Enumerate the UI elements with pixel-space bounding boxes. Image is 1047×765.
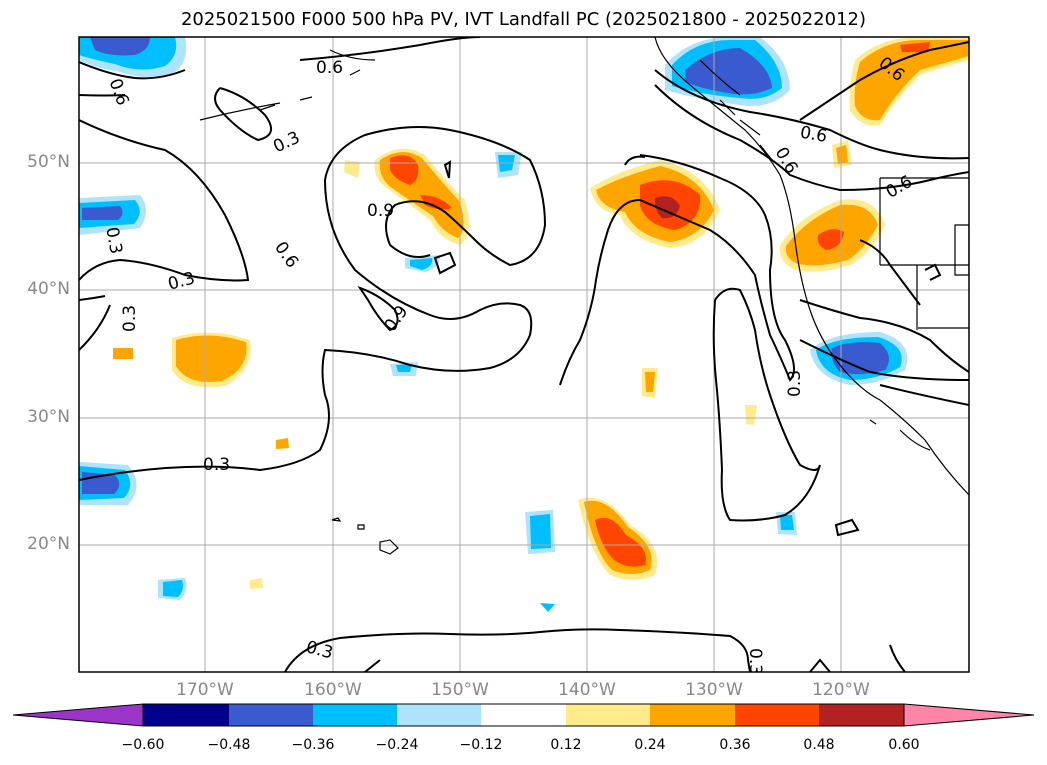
colorbar-tick-label: 0.24 xyxy=(634,737,666,753)
pv-contours xyxy=(79,37,969,672)
colorbar-bin xyxy=(819,704,904,726)
colorbar xyxy=(12,703,1035,727)
lat-label: 40°N xyxy=(27,279,70,299)
lat-label: 20°N xyxy=(27,534,70,554)
ivt-pc-shading xyxy=(79,37,969,612)
colorbar-bin xyxy=(143,704,229,726)
contour-label: 0.3 xyxy=(203,455,230,475)
lon-label: 120°W xyxy=(812,680,870,700)
contour-label: 0.9 xyxy=(367,201,394,221)
colorbar-bin xyxy=(735,704,819,726)
lon-label: 160°W xyxy=(304,680,362,700)
map-title: 2025021500 F000 500 hPa PV, IVT Landfall… xyxy=(180,9,867,30)
contour-label: 0.3 xyxy=(745,648,765,675)
plot-frame xyxy=(78,36,970,673)
map-plot-area: 0.6 0.6 0.3 0.6 0.9 0.3 0.3 0.9 0.3 0.3 … xyxy=(79,37,969,675)
lon-label: 150°W xyxy=(431,680,489,700)
colorbar-frame xyxy=(142,703,905,727)
contour-label: 0.3 xyxy=(785,370,805,397)
lon-label: 130°W xyxy=(685,680,743,700)
colorbar-bin xyxy=(397,704,481,726)
lon-label: 140°W xyxy=(558,680,616,700)
graticule xyxy=(79,37,969,672)
contour-label: 0.6 xyxy=(798,123,828,147)
colorbar-tick-label: 0.48 xyxy=(803,737,835,753)
lat-label: 30°N xyxy=(27,407,70,427)
colorbar-bin xyxy=(481,704,566,726)
colorbar-tick-label: 0.60 xyxy=(888,737,920,753)
colorbar-tick-label: −0.12 xyxy=(459,737,503,753)
colorbar-bin xyxy=(650,704,735,726)
contour-label: 0.3 xyxy=(120,305,140,332)
colorbar-tick-label: −0.24 xyxy=(375,737,419,753)
lon-label: 170°W xyxy=(176,680,234,700)
colorbar-max-extension xyxy=(903,703,1035,727)
colorbar-bin xyxy=(566,704,650,726)
contour-label: 0.3 xyxy=(101,226,125,256)
colorbar-tick-label: 0.12 xyxy=(550,737,582,753)
colorbar-min-extension xyxy=(12,703,144,727)
coastlines xyxy=(199,37,969,555)
lat-label: 50°N xyxy=(27,152,70,172)
colorbar-tick-label: −0.48 xyxy=(207,737,251,753)
colorbar-bin xyxy=(229,704,313,726)
colorbar-tick-label: −0.36 xyxy=(291,737,335,753)
colorbar-tick-label: 0.36 xyxy=(719,737,751,753)
contour-label: 0.6 xyxy=(316,58,343,78)
colorbar-tick-label: −0.60 xyxy=(121,737,165,753)
colorbar-bin xyxy=(313,704,397,726)
